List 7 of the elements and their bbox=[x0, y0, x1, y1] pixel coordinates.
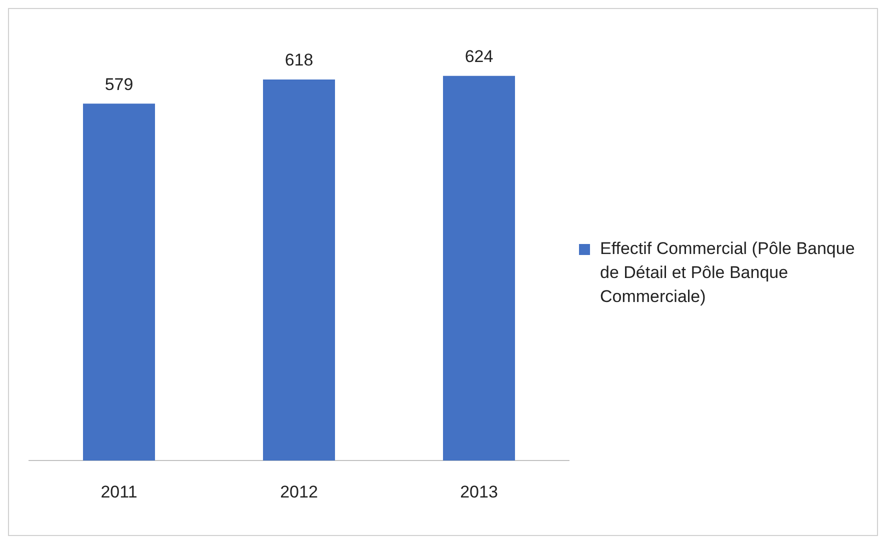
x-tick-label: 2013 bbox=[460, 482, 498, 502]
legend-label: Effectif Commercial (Pôle Banque de Détail et Pôle Banque Commerciale) bbox=[600, 238, 856, 308]
x-tick-label: 2011 bbox=[100, 482, 138, 502]
data-label: 624 bbox=[464, 47, 494, 66]
x-tick-label: 2012 bbox=[280, 482, 318, 502]
data-label: 618 bbox=[284, 50, 314, 70]
data-label: 579 bbox=[104, 74, 134, 94]
